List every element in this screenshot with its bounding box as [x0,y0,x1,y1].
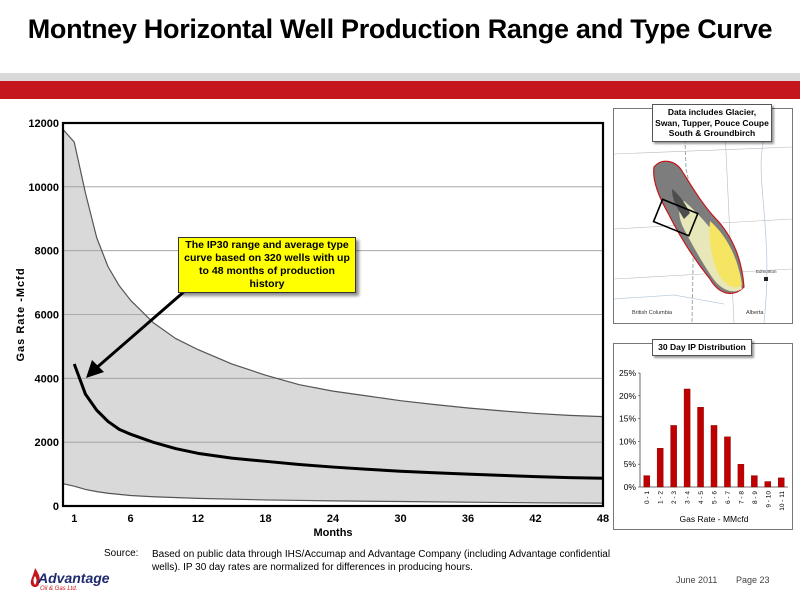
hist-title: 30 Day IP Distribution [652,339,752,356]
y-tick-label: 0 [53,501,59,513]
footer-date: June 2011 [676,575,718,585]
hist-x-tick-label: 3 - 4 [685,491,692,504]
page-title: Montney Horizontal Well Production Range… [27,14,773,44]
hist-x-axis-label: Gas Rate - MMcfd [680,514,749,524]
hist-x-tick-label: 10 - 11 [779,491,786,511]
y-tick-label: 12000 [28,118,59,130]
map-graphic: British Columbia Alberta Edmonton [614,109,792,323]
hist-y-tick-label: 25% [619,368,636,378]
y-axis-label: Gas Rate -Mcfd [15,267,27,361]
y-tick-label: 2000 [35,437,59,449]
company-logo: Advantage Oil & Gas Ltd. [28,568,123,596]
source-label: Source: [104,548,139,559]
hist-x-tick-label: 1 - 2 [658,491,665,504]
plot-border [61,121,605,508]
callout-annotation: The IP30 range and average type curve ba… [178,237,356,293]
study-area-box [652,198,699,237]
hist-y-tick-label: 5% [624,459,637,469]
hist-y-tick-label: 10% [619,436,636,446]
y-tick-label: 8000 [35,246,59,258]
x-axis-label: Months [313,527,352,539]
map-place-ab: Alberta [746,310,764,316]
callout-arrow-line [93,288,187,372]
type-curve-line [72,363,604,480]
callout-text: The IP30 range and average type curve ba… [184,239,350,290]
y-tick-label: 10000 [28,182,59,194]
map-place-city: Edmonton [756,269,777,274]
hist-x-tick-label: 2 - 3 [671,491,678,504]
upper-range-line [62,128,604,418]
hist-bar [724,436,731,488]
hist-bar [670,425,677,488]
x-tick-label: 6 [127,513,133,525]
logo-text: Advantage [38,570,110,586]
logo-subtext: Oil & Gas Ltd. [40,586,78,592]
header-grey-band [0,73,800,81]
hist-bar [643,475,650,488]
hist-bar [737,464,745,488]
page-number: Page 23 [736,575,770,585]
hist-x-tick-label: 9 - 10 [765,491,772,508]
hist-y-tick-label: 20% [619,391,636,401]
hist-y-tick-label: 0% [624,482,637,492]
x-tick-label: 12 [192,513,204,525]
x-tick-label: 24 [327,513,340,525]
hist-x-tick-label: 0 - 1 [644,491,651,504]
x-tick-label: 30 [394,513,406,525]
hist-bar [764,481,772,488]
header-red-band [0,81,800,99]
y-tick-label: 4000 [35,373,59,385]
hist-bar [778,477,785,488]
hist-x-tick-label: 7 - 8 [738,491,745,504]
x-tick-label: 36 [462,513,474,525]
x-tick-label: 1 [71,513,77,525]
hist-x-tick-label: 6 - 7 [725,491,732,504]
hist-x-tick-label: 8 - 9 [752,491,759,504]
hist-y-tick-label: 15% [619,414,636,424]
map-inset: British Columbia Alberta Edmonton [613,108,793,324]
hist-bar [656,448,664,488]
hist-bar [710,425,718,488]
x-tick-label: 42 [529,513,541,525]
y-tick-label: 6000 [35,310,59,322]
map-label: Data includes Glacier, Swan, Tupper, Pou… [652,104,772,142]
x-tick-label: 18 [259,513,271,525]
hist-bar [683,388,691,488]
hist-x-tick-label: 5 - 6 [712,491,719,504]
lower-range-line [62,483,604,504]
source-text: Based on public data through IHS/Accumap… [152,549,611,573]
hist-x-tick-label: 4 - 5 [698,491,705,504]
production-range-fill [63,129,603,504]
hist-bar [697,407,704,488]
callout-arrow-head [86,360,104,378]
montney-yellow-area [709,221,742,288]
x-tick-label: 48 [597,513,609,525]
logo-flame-icon [30,568,40,587]
map-place-bc: British Columbia [632,310,673,316]
hist-bar [751,475,758,488]
